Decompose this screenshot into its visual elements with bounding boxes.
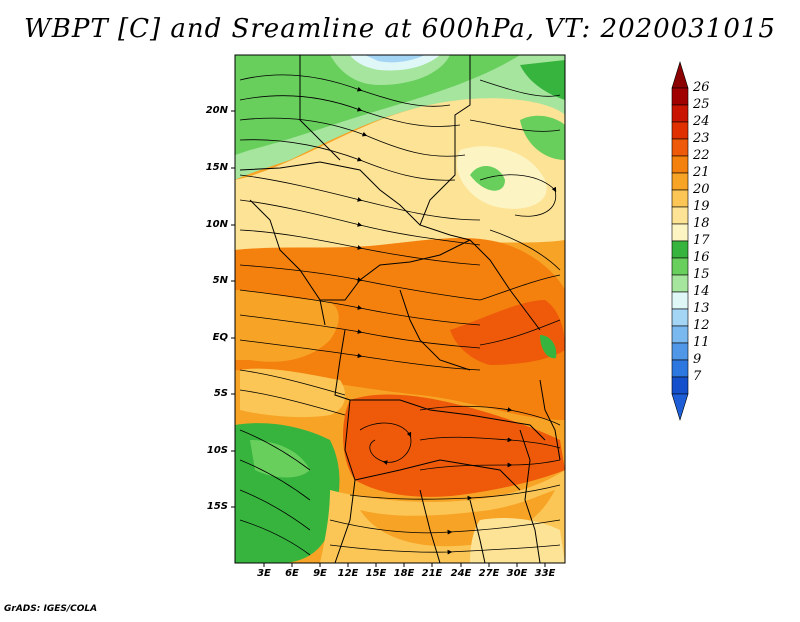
colorbar-label: 12 (693, 318, 710, 333)
colorbar-label: 19 (693, 199, 710, 214)
colorbar-bottom-arrow (671, 393, 689, 422)
lat-label: 15S (206, 501, 228, 512)
lat-label: 10N (205, 219, 228, 230)
colorbar-label: 23 (693, 131, 710, 146)
colorbar (671, 60, 689, 422)
colorbar-label: 24 (693, 114, 710, 129)
map-frame (234, 54, 566, 564)
colorbar-label: 18 (693, 216, 710, 231)
lon-label: 15E (365, 568, 387, 579)
lon-label: 3E (257, 568, 271, 579)
colorbar-label: 14 (693, 284, 710, 299)
grads-credit: GrADS: IGES/COLA (4, 604, 98, 614)
lat-label: 15N (205, 162, 228, 173)
lon-label: 6E (285, 568, 299, 579)
colorbar-label: 17 (693, 233, 710, 248)
colorbar-label: 26 (693, 80, 710, 95)
colorbar-label: 11 (693, 335, 710, 350)
lon-label: 30E (506, 568, 528, 579)
lon-label: 18E (393, 568, 415, 579)
colorbar-label: 15 (693, 267, 710, 282)
chart-title: WBPT [C] and Sreamline at 600hPa, VT: 20… (24, 14, 776, 44)
colorbar-label: 22 (693, 148, 710, 163)
colorbar-label: 13 (693, 301, 710, 316)
lon-label: 33E (534, 568, 556, 579)
colorbar-label: 21 (693, 165, 710, 180)
lat-label: 20N (205, 105, 228, 116)
colorbar-label: 7 (693, 369, 702, 384)
lon-label: 21E (421, 568, 443, 579)
colorbar-label: 9 (693, 352, 702, 367)
lat-label: 5N (212, 275, 228, 286)
lat-label: EQ (212, 332, 228, 343)
lon-label: 27E (478, 568, 500, 579)
colorbar-label: 20 (693, 182, 710, 197)
colorbar-label: 16 (693, 250, 710, 265)
lon-label: 9E (313, 568, 327, 579)
lat-label: 5S (213, 388, 228, 399)
field-layer (235, 55, 565, 563)
colorbar-label: 25 (693, 97, 710, 112)
lat-label: 10S (206, 445, 228, 456)
colorbar-top-arrow (671, 60, 689, 89)
lon-label: 24E (450, 568, 472, 579)
lon-label: 12E (337, 568, 359, 579)
